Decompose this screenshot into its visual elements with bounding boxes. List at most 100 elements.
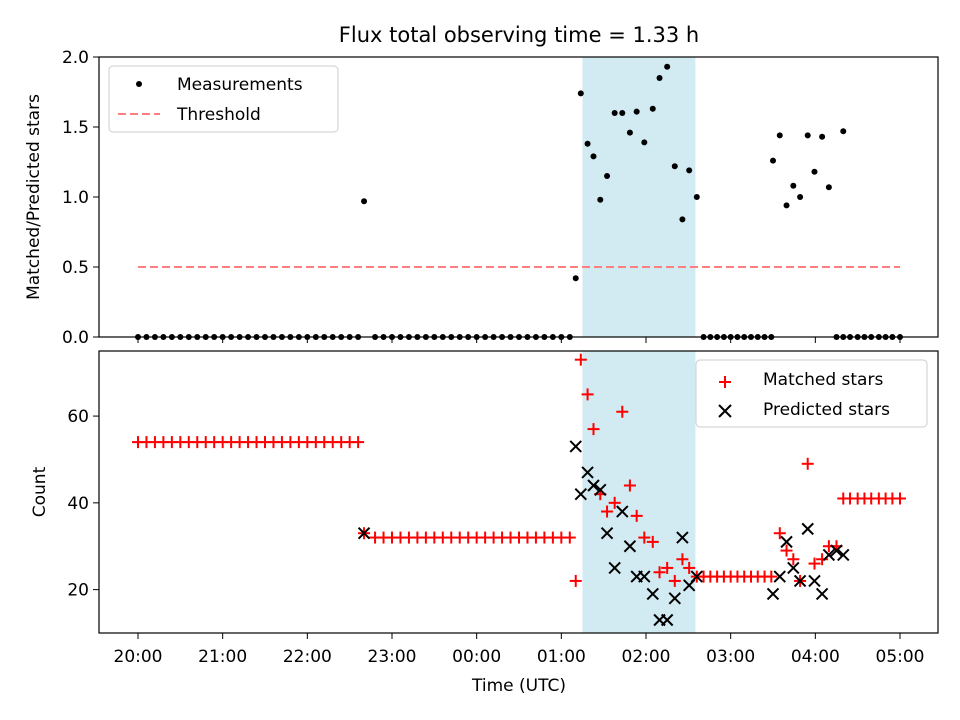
top-legend: Measurements Threshold xyxy=(108,65,339,133)
measurement-point xyxy=(604,173,611,179)
predicted-point xyxy=(801,522,814,536)
top-y-axis-label: Matched/Predicted stars xyxy=(24,94,44,300)
y-tick-label: 1.5 xyxy=(62,118,89,138)
y-tick-label: 60 xyxy=(67,407,89,427)
matched-point xyxy=(661,561,674,574)
measurement-point xyxy=(693,194,700,200)
predicted-point xyxy=(808,574,821,588)
predicted-point xyxy=(690,570,704,583)
predicted-point xyxy=(793,574,807,588)
matched-point xyxy=(773,527,786,540)
legend-matched-marker xyxy=(719,376,731,388)
measurement-point xyxy=(819,133,826,140)
y-tick-label: 0.5 xyxy=(62,258,89,278)
predicted-point xyxy=(587,479,600,492)
matched-point xyxy=(569,574,582,587)
top-panel: 0.00.51.01.52.0 Matched/Predicted stars … xyxy=(24,48,939,348)
predicted-point xyxy=(608,561,621,575)
bottom-panel: 20 40 60 20:00 21:00 22:00 23:00 00:00 01:00 02:… xyxy=(30,350,939,667)
predicted-point xyxy=(837,548,850,562)
measurement-point xyxy=(590,153,597,160)
legend-predicted-label: Predicted stars xyxy=(763,400,890,420)
matched-point xyxy=(601,505,614,518)
matched-point xyxy=(683,561,696,574)
measurement-point xyxy=(790,182,797,189)
predicted-point xyxy=(815,587,829,601)
matched-point xyxy=(653,566,666,579)
predicted-point xyxy=(646,587,659,601)
measurement-point xyxy=(649,105,656,112)
matched-point xyxy=(894,492,906,505)
x-tick-label: 04:00 xyxy=(791,647,840,667)
measurement-point xyxy=(626,129,633,136)
measurement-point xyxy=(361,198,368,205)
matched-point xyxy=(563,531,576,544)
y-tick-label: 0.0 xyxy=(62,328,89,348)
measurement-point xyxy=(664,63,671,70)
matched-point xyxy=(574,353,587,366)
top-y-ticks: 0.0 0.5 1.0 1.5 2.0 xyxy=(62,48,99,348)
matched-point xyxy=(608,496,621,509)
x-tick-label: 05:00 xyxy=(876,647,925,667)
measurement-point xyxy=(770,157,776,164)
predicted-point xyxy=(623,540,637,553)
matched-point xyxy=(808,557,821,570)
matched-point xyxy=(668,574,681,587)
measurement-point xyxy=(797,194,804,200)
predicted-point xyxy=(594,483,607,497)
predicted-point xyxy=(766,587,780,601)
matched-point xyxy=(816,553,829,566)
x-tick-label: 00:00 xyxy=(452,647,501,667)
legend-threshold-label: Threshold xyxy=(176,105,261,125)
bottom-legend-box xyxy=(695,359,928,428)
predicted-point xyxy=(574,487,588,501)
matched-point xyxy=(780,544,793,557)
predicted-point xyxy=(569,440,582,453)
predicted-point xyxy=(830,544,843,557)
top-x-ticks xyxy=(137,337,901,343)
predicted-point xyxy=(787,561,800,575)
x-tick-label: 02:00 xyxy=(622,647,671,667)
measurement-point xyxy=(597,196,604,203)
measurement-point xyxy=(840,128,847,135)
matched-point xyxy=(676,553,689,566)
measurement-point xyxy=(686,167,693,174)
predicted-point xyxy=(581,466,594,479)
measurement-point xyxy=(825,184,832,191)
predicted-point xyxy=(822,548,836,562)
bottom-data-marks xyxy=(132,353,906,627)
top-legend-box xyxy=(108,65,339,133)
measurement-point xyxy=(783,202,790,209)
bottom-legend: Matched stars Predicted stars xyxy=(695,359,928,428)
predicted-point xyxy=(357,527,371,540)
matched-point xyxy=(638,531,651,544)
x-tick-label: 22:00 xyxy=(283,647,332,667)
bottom-axes-frame xyxy=(98,350,939,634)
predicted-point xyxy=(676,531,689,544)
matched-point xyxy=(801,457,814,470)
y-tick-label: 1.0 xyxy=(62,188,89,208)
measurement-point xyxy=(584,140,591,147)
bottom-x-ticks: 20:00 21:00 22:00 23:00 00:00 01:00 02:00 03:00… xyxy=(114,633,925,667)
matched-point xyxy=(765,570,778,583)
legend-predicted-marker xyxy=(718,404,732,418)
x-tick-label: 23:00 xyxy=(368,647,417,667)
x-tick-label: 01:00 xyxy=(537,647,586,667)
measurement-point xyxy=(619,110,626,116)
bottom-y-axis-label: Count xyxy=(30,466,50,517)
top-axes-frame xyxy=(98,56,939,338)
bottom-y-ticks: 20 40 60 xyxy=(67,407,99,601)
matched-point xyxy=(787,553,800,566)
x-tick-label: 21:00 xyxy=(198,647,247,667)
legend-matched-label: Matched stars xyxy=(763,370,883,390)
y-tick-label: 20 xyxy=(67,581,89,601)
measurement-point xyxy=(572,275,579,282)
measurement-point xyxy=(656,75,663,81)
matched-point xyxy=(616,405,629,418)
measurement-point xyxy=(811,168,818,175)
measurement-point xyxy=(679,216,686,223)
y-tick-label: 2.0 xyxy=(62,48,89,68)
matched-point xyxy=(587,423,600,436)
matched-point xyxy=(623,479,636,492)
predicted-point xyxy=(638,570,651,583)
